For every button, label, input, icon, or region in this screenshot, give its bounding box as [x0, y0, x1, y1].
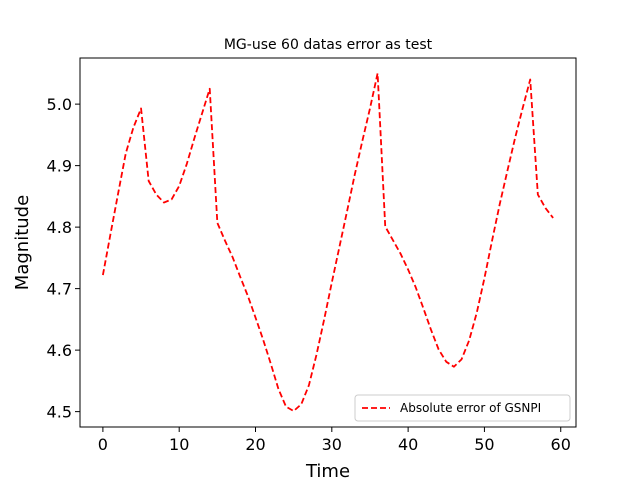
chart-title: MG-use 60 datas error as test	[224, 37, 433, 53]
y-axis-label: Magnitude	[12, 195, 33, 290]
x-tick-label: 10	[169, 435, 189, 454]
legend: Absolute error of GSNPI	[354, 394, 571, 422]
legend-box	[354, 394, 571, 422]
x-tick-label: 20	[245, 435, 265, 454]
x-tick-label: 30	[322, 435, 342, 454]
x-tick-label: 0	[98, 435, 108, 454]
x-axis: 0 10 20 30 40 50 60	[98, 427, 571, 454]
y-tick-label: 5.0	[47, 95, 72, 114]
x-tick-label: 60	[551, 435, 571, 454]
legend-label: Absolute error of GSNPI	[400, 401, 541, 415]
plot-area	[79, 57, 577, 428]
y-tick-label: 4.7	[47, 280, 72, 299]
series-line-0	[102, 72, 554, 412]
y-tick-label: 4.5	[47, 403, 72, 422]
y-tick-label: 4.6	[47, 341, 72, 360]
x-tick-label: 40	[398, 435, 418, 454]
series-group	[102, 72, 554, 412]
x-axis-label: Time	[305, 461, 350, 480]
y-tick-label: 4.9	[47, 157, 72, 176]
x-tick-label: 50	[474, 435, 494, 454]
y-axis: 4.5 4.6 4.7 4.8 4.9 5.0	[47, 95, 80, 422]
y-tick-label: 4.8	[47, 218, 72, 237]
